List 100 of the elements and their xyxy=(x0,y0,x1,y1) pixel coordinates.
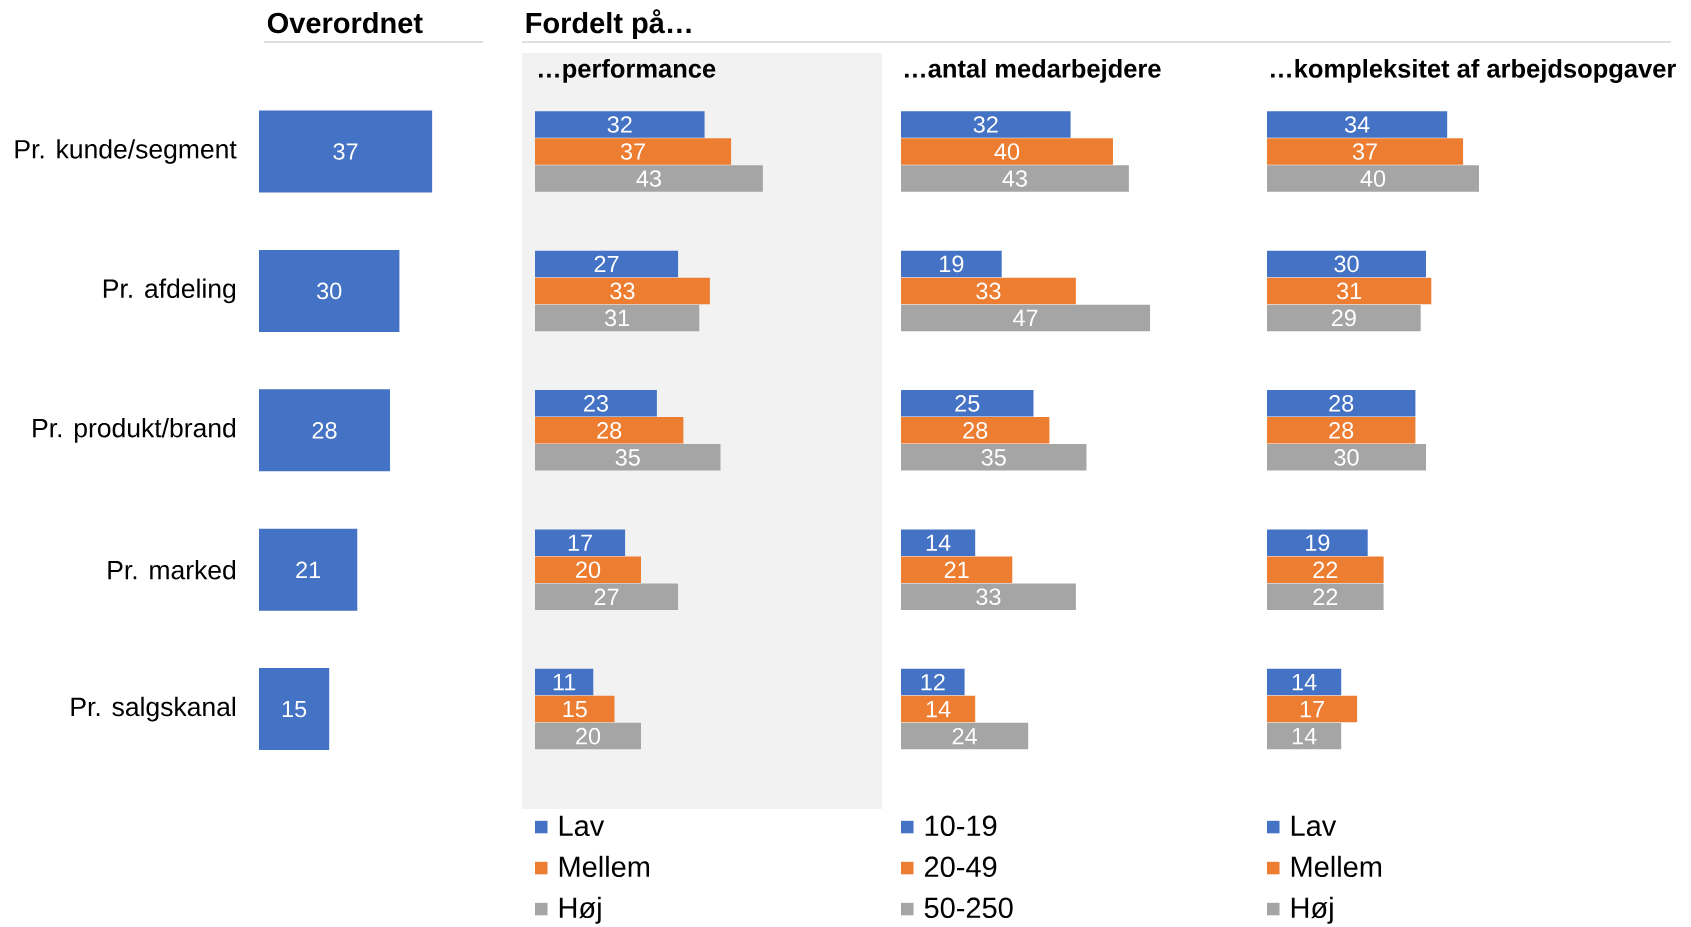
bar xyxy=(535,583,679,610)
chart-subtitle: …performance xyxy=(539,59,716,83)
data-label: 23 xyxy=(584,395,608,412)
data-label: 33 xyxy=(976,588,1001,606)
data-label: 40 xyxy=(994,143,1020,160)
bar xyxy=(535,165,763,192)
data-label: 35 xyxy=(981,449,1006,466)
data-label: 28 xyxy=(1329,395,1354,412)
data-label: 14 xyxy=(1292,674,1317,691)
data-label: 14 xyxy=(1292,728,1317,745)
bar xyxy=(1267,529,1368,556)
data-label: 37 xyxy=(1352,143,1377,160)
bar xyxy=(1267,165,1479,192)
bar xyxy=(259,528,358,611)
bar xyxy=(901,529,976,556)
bar xyxy=(535,250,679,278)
data-label: 20 xyxy=(576,561,601,579)
data-label: 12 xyxy=(921,673,945,691)
bar xyxy=(535,444,721,471)
legend-label: 10-19 xyxy=(925,815,997,837)
data-label: 19 xyxy=(1306,534,1330,552)
data-label: 32 xyxy=(607,116,632,133)
bar xyxy=(901,668,965,696)
bar xyxy=(535,138,732,165)
data-label: 34 xyxy=(1344,116,1370,133)
data-label: 28 xyxy=(1329,422,1354,439)
bar xyxy=(1267,304,1421,332)
legend-label: Mellem xyxy=(559,855,650,878)
data-label: 29 xyxy=(1331,309,1356,327)
bar xyxy=(1267,138,1464,165)
y-tick-label: Pr. afdeling xyxy=(103,278,236,304)
bar xyxy=(535,390,657,417)
data-label: 21 xyxy=(296,561,321,578)
bar xyxy=(901,583,1076,610)
y-tick-label: Pr. produkt/brand xyxy=(33,417,236,443)
bar xyxy=(1267,250,1426,278)
bar xyxy=(901,304,1151,332)
bar xyxy=(901,277,1076,305)
data-label: 40 xyxy=(1360,170,1386,187)
data-label: 14 xyxy=(926,534,951,551)
data-label: 15 xyxy=(282,700,307,718)
bar xyxy=(535,304,700,332)
legend-label: 20-49 xyxy=(924,856,997,878)
data-label: 31 xyxy=(604,309,630,327)
bar xyxy=(535,277,710,305)
data-label: 25 xyxy=(955,395,980,412)
bar xyxy=(535,722,641,750)
bar xyxy=(535,695,615,723)
bar xyxy=(259,110,433,193)
bar xyxy=(535,556,641,583)
data-label: 31 xyxy=(1336,282,1362,300)
bar xyxy=(259,668,330,751)
data-label: 30 xyxy=(1334,449,1359,466)
bar xyxy=(901,390,1034,417)
data-label: 37 xyxy=(620,143,645,160)
data-label: 28 xyxy=(597,422,622,439)
bar xyxy=(259,389,391,472)
legend-label: Høj xyxy=(559,896,601,924)
data-label: 14 xyxy=(926,701,951,718)
data-label: 30 xyxy=(317,282,342,300)
data-label: 22 xyxy=(1313,561,1338,578)
bar xyxy=(901,250,1002,278)
data-label: 22 xyxy=(1313,588,1338,605)
data-label: 19 xyxy=(940,255,964,273)
chart-title: Overordnet xyxy=(267,11,423,34)
data-label: 20 xyxy=(576,727,601,745)
bar xyxy=(1267,556,1384,583)
data-label: 47 xyxy=(1013,309,1038,326)
legend-label: 50-250 xyxy=(924,897,1013,919)
bar xyxy=(259,249,400,332)
data-label: 27 xyxy=(594,255,619,273)
bar xyxy=(901,695,976,723)
bar xyxy=(1267,277,1432,305)
bar xyxy=(1267,444,1426,471)
bar xyxy=(535,529,626,556)
bar xyxy=(1267,722,1342,750)
bar xyxy=(901,417,1050,444)
data-label: 33 xyxy=(976,282,1001,300)
bar xyxy=(901,165,1129,192)
bar xyxy=(1267,668,1342,696)
data-label: 35 xyxy=(615,449,640,466)
y-tick-label: Pr. kunde/segment xyxy=(15,139,237,164)
bar xyxy=(901,444,1087,471)
legend-label: Høj xyxy=(1291,896,1333,924)
bar xyxy=(535,417,684,444)
bar xyxy=(1267,417,1416,444)
data-label: 28 xyxy=(312,421,337,439)
data-label: 43 xyxy=(636,170,661,187)
bar xyxy=(1267,390,1416,417)
data-label: 30 xyxy=(1334,255,1359,273)
data-label: 21 xyxy=(944,561,969,578)
data-label: 17 xyxy=(568,534,592,551)
y-tick-label: Pr. salgskanal xyxy=(71,696,235,722)
chart-subtitle: …antal medarbejdere xyxy=(905,59,1161,83)
data-label: 28 xyxy=(963,422,988,439)
chart-subtitle: …kompleksitet af arbejdsopgaver xyxy=(1271,59,1676,83)
bar xyxy=(901,138,1113,165)
bar xyxy=(535,111,705,138)
legend-label: Lav xyxy=(1291,815,1337,837)
bar xyxy=(901,111,1071,138)
